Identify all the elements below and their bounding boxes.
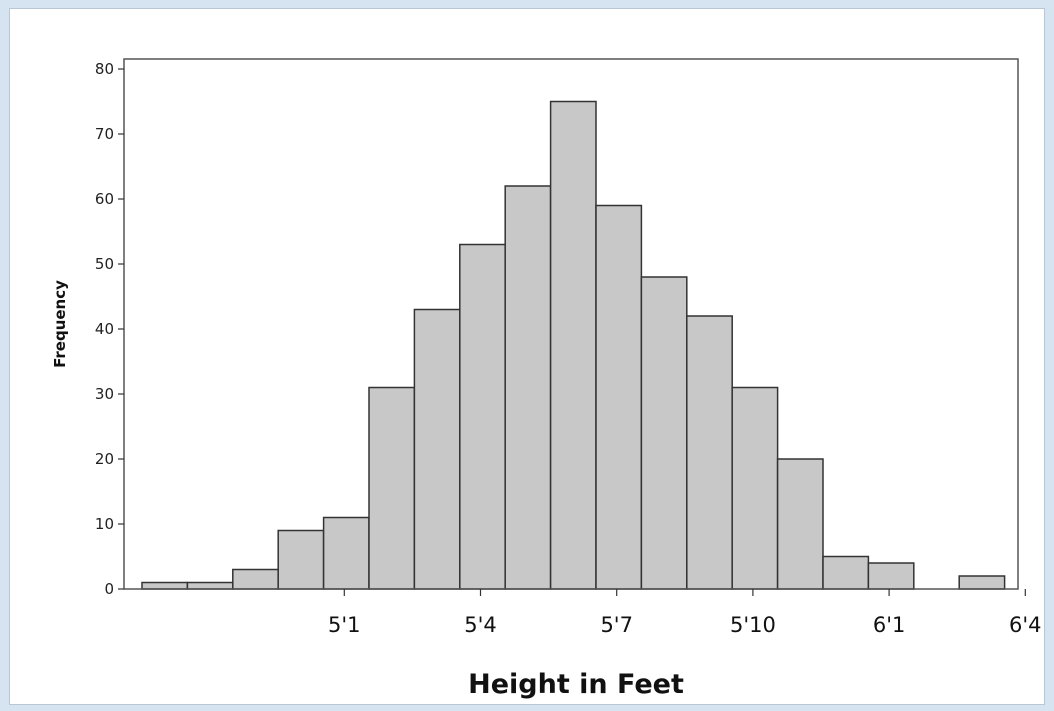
histogram-bar [958,575,1006,590]
x-tick-label: 6'4 [1009,613,1042,637]
x-tick-label: 5'4 [464,613,497,637]
chart-frame: 0 10 20 30 40 50 60 70 80 5'1 5'4 5'7 5'10 6'1 6'4 Fr… [9,8,1045,705]
plot-area-border [123,58,1019,590]
y-tick-label: 40 [95,320,114,338]
y-tick-label: 10 [95,515,114,533]
bars-group [141,100,1006,590]
histogram-bar [232,568,279,590]
y-tick-label: 70 [95,125,114,143]
histogram-bar [368,386,416,590]
histogram-bar [322,516,370,590]
histogram-bar [867,562,915,590]
histogram-bar [595,204,643,590]
y-tick-label: 60 [95,190,114,208]
histogram-bar [686,315,733,590]
x-tick-label: 5'7 [600,613,633,637]
histogram-bar [640,276,688,590]
y-tick-label: 0 [104,580,114,598]
y-axis: 0 10 20 30 40 50 60 70 80 [95,60,124,598]
x-axis: 5'1 5'4 5'7 5'10 6'1 6'4 [328,589,1042,637]
histogram-bar [186,581,234,590]
x-tick-label: 6'1 [873,613,906,637]
y-tick-label: 50 [95,255,114,273]
histogram-bar [277,529,325,590]
histogram-bar [776,458,824,590]
histogram-bar [822,555,870,590]
x-tick-label: 5'1 [328,613,361,637]
histogram-bar [549,100,597,590]
histogram-bar [413,308,461,590]
histogram-bar [459,243,506,590]
histogram-bar [504,185,552,590]
y-tick-label: 30 [95,385,114,403]
x-axis-label: Height in Feet [468,669,684,700]
histogram-chart: 0 10 20 30 40 50 60 70 80 5'1 5'4 5'7 5'10 6'1 6'4 Fr… [51,58,1042,700]
y-tick-label: 20 [95,450,114,468]
x-tick-label: 5'10 [730,613,776,637]
histogram-bar [731,386,779,590]
y-tick-label: 80 [95,60,114,78]
y-axis-label: Frequency [51,280,69,368]
histogram-bar [141,581,189,590]
